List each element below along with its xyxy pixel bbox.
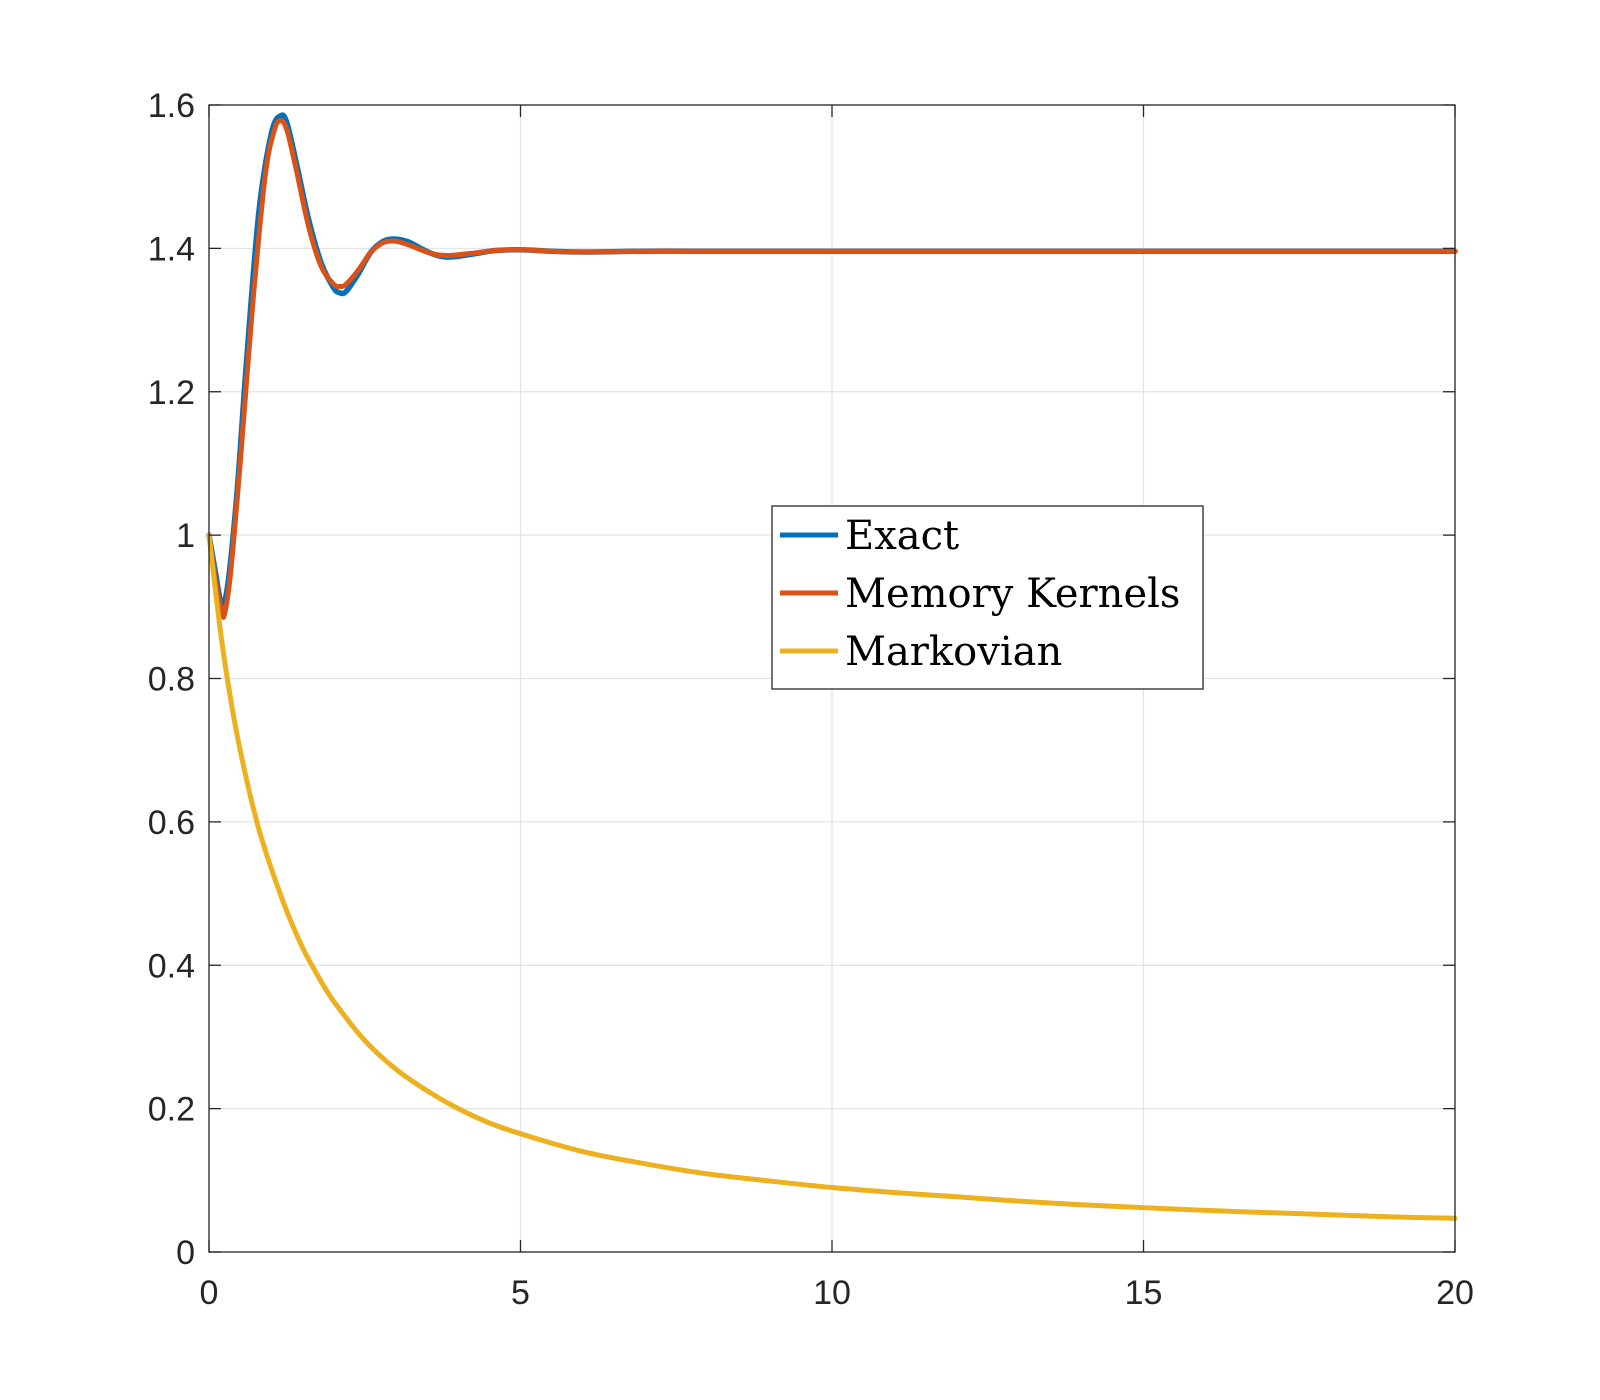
x-tick-label: 5 [511, 1274, 530, 1312]
y-tick-label: 0.4 [148, 947, 195, 985]
x-tick-label: 0 [200, 1274, 219, 1312]
legend-label-markovian: Markovian [845, 629, 1062, 675]
y-tick-label: 1.4 [148, 230, 195, 268]
legend-box [771, 505, 1204, 690]
y-tick-label: 1.6 [148, 87, 195, 125]
y-tick-label: 0.2 [148, 1091, 195, 1129]
tick-labels: 0 5 10 15 20 0 0.2 0.4 0.6 0.8 1 1.2 1.4 1.6 [148, 87, 1474, 1312]
legend-label-exact: Exact [845, 513, 959, 559]
legend: Exact Memory Kernels Markovian [771, 505, 1204, 690]
y-tick-label: 0.8 [148, 661, 195, 699]
y-tick-label: 0 [176, 1234, 195, 1272]
series-line-markovian [206, 532, 1458, 1221]
x-tick-label: 20 [1436, 1274, 1474, 1312]
x-tick-label: 15 [1125, 1274, 1163, 1312]
y-tick-label: 0.6 [148, 804, 195, 842]
x-tick-label: 10 [813, 1274, 851, 1312]
series-line-memory-kernels [206, 118, 1458, 620]
series-layer [206, 112, 1458, 1221]
y-tick-label: 1.2 [148, 374, 195, 412]
y-tick-label: 1 [176, 517, 195, 555]
tick-marks [208, 104, 1456, 1253]
legend-label-memory-kernels: Memory Kernels [845, 571, 1180, 617]
